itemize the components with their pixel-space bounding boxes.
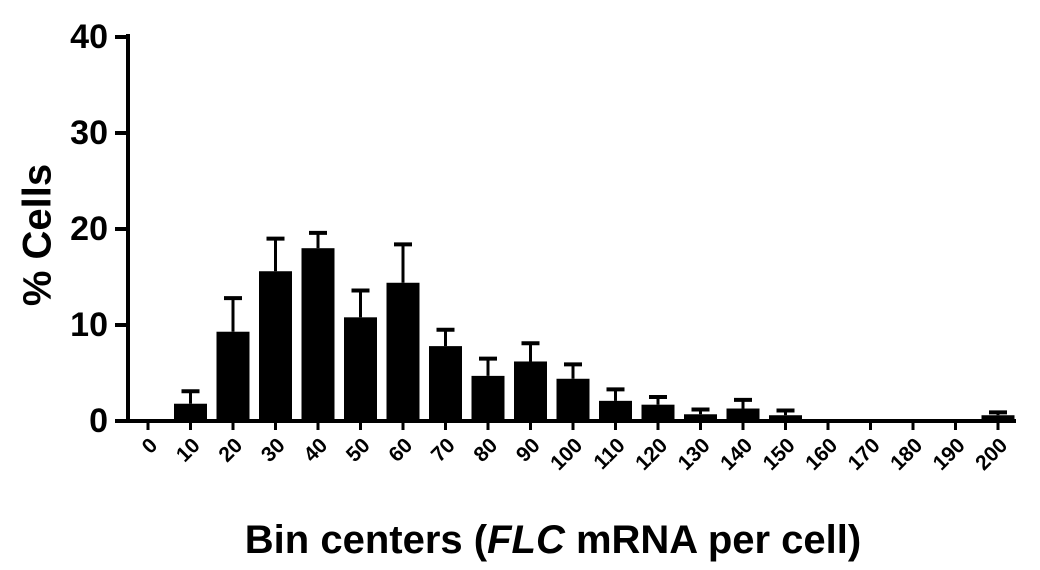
x-axis-title: Bin centers (FLC mRNA per cell): [245, 518, 861, 562]
bar-60: [386, 282, 420, 421]
x-tick-label-190: 190: [929, 434, 970, 475]
bar-20: [216, 331, 250, 421]
x-axis-title-part-0: Bin centers (: [245, 518, 488, 562]
x-tick-label-90: 90: [512, 434, 545, 467]
x-tick-label-100: 100: [546, 434, 587, 475]
x-tick-label-110: 110: [589, 434, 629, 474]
bar-140: [726, 408, 760, 421]
x-tick-label-20: 20: [214, 434, 247, 467]
bar-130: [684, 414, 717, 421]
bar-50: [344, 317, 377, 421]
error-bars-group: [181, 230, 1007, 416]
y-tick-label-10: 10: [70, 306, 108, 344]
x-tick-label-0: 0: [138, 434, 163, 459]
bar-40: [301, 248, 335, 421]
x-tick-label-10: 10: [172, 434, 205, 467]
bar-70: [429, 346, 462, 421]
x-tick-label-60: 60: [384, 434, 417, 467]
bar-90: [514, 361, 547, 421]
bar-80: [471, 375, 505, 421]
x-tick-label-170: 170: [844, 434, 885, 475]
bar-30: [259, 271, 292, 421]
bar-150: [769, 415, 802, 421]
x-tick-label-180: 180: [886, 434, 927, 475]
x-tick-label-40: 40: [299, 434, 332, 467]
x-tick-label-160: 160: [801, 434, 842, 475]
x-tick-label-80: 80: [469, 434, 502, 467]
x-tick-label-50: 50: [342, 434, 375, 467]
x-ticks-group: 0 10 20 30 40 50 60 70 80 90 100 110 120 130 140 150 160…: [138, 421, 1012, 475]
y-tick-label-40: 40: [70, 18, 108, 56]
x-axis-title-part-2: mRNA per cell): [565, 518, 861, 562]
y-tick-label-30: 30: [70, 114, 108, 152]
bars-group: [174, 248, 1015, 421]
y-axis-title: % Cells: [16, 164, 60, 306]
y-tick-label-20: 20: [70, 210, 108, 248]
x-tick-label-130: 130: [674, 434, 715, 475]
x-tick-label-140: 140: [716, 434, 757, 475]
x-tick-label-120: 120: [631, 434, 672, 475]
bar-10: [174, 403, 207, 421]
y-tick-label-0: 0: [89, 402, 108, 440]
bar-200: [981, 415, 1015, 421]
y-ticks-group: 0 10 20 30 40: [70, 18, 128, 440]
x-tick-label-200: 200: [971, 434, 1012, 475]
x-tick-label-30: 30: [257, 434, 290, 467]
x-axis-title-part-1: FLC: [487, 518, 566, 562]
bar-110: [599, 400, 632, 421]
x-tick-label-70: 70: [427, 434, 460, 467]
x-tick-label-150: 150: [759, 434, 800, 475]
bar-120: [641, 404, 675, 421]
bar-100: [556, 378, 590, 421]
